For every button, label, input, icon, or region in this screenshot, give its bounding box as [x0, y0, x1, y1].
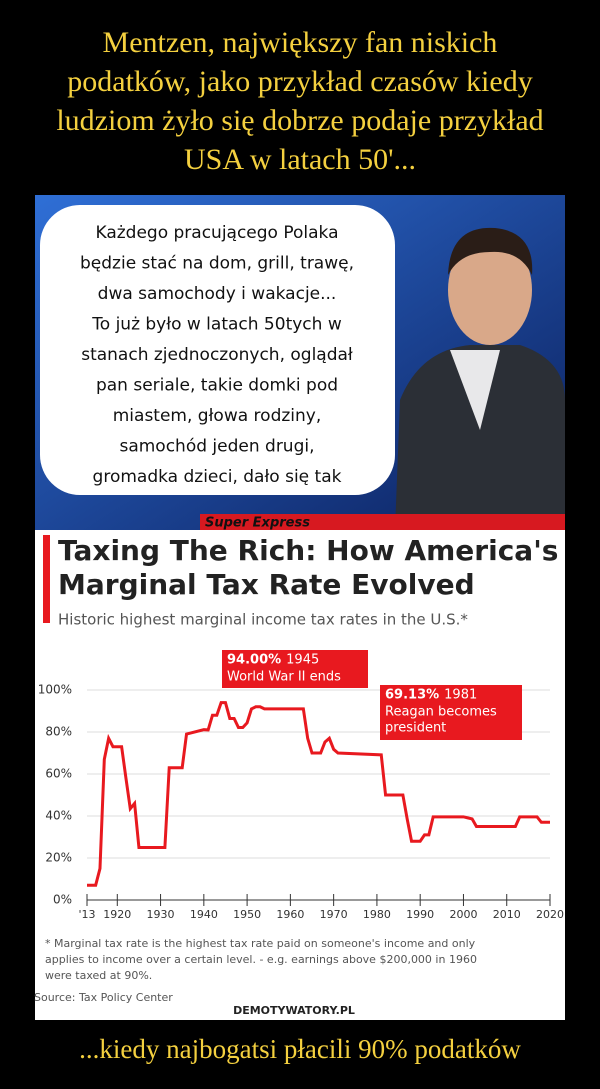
header-line: podatków, jako przykład czasów kiedy [67, 65, 532, 98]
header-line: Mentzen, największy fan niskich [103, 26, 498, 59]
x-tick-label: 1930 [147, 908, 175, 921]
quote-line: stanach zjednoczonych, oglądał [81, 345, 353, 365]
annotation-value: 69.13% [385, 688, 439, 703]
annotation-year: 1945 [286, 653, 319, 668]
annotation-year: 1981 [444, 688, 477, 703]
chart-title: Taxing The Rich: How America's [58, 534, 558, 567]
source: Source: Tax Policy Center [34, 991, 173, 1004]
y-tick-label: 60% [45, 767, 72, 781]
quote-line: pan seriale, takie domki pod [96, 376, 338, 396]
watermark-box [229, 1002, 359, 1020]
x-tick-label: 1970 [320, 908, 348, 921]
logo: Super Express [205, 516, 310, 531]
quote-line: samochód jeden drugi, [119, 437, 314, 457]
header-line: USA w latach 50'... [184, 143, 416, 176]
quote-line: będzie stać na dom, grill, trawę, [80, 254, 354, 274]
line [87, 701, 550, 887]
caption: ...kiedy najbogatsi płacili 90% podatków [79, 1034, 521, 1064]
annotation-box [222, 650, 368, 688]
head [448, 235, 532, 345]
hair [448, 227, 533, 275]
speech-bubble [40, 205, 395, 495]
watermark: DEMOTYWATORY.PL [233, 1004, 355, 1017]
title-accent [43, 535, 50, 623]
chart-title: Marginal Tax Rate Evolved [58, 568, 475, 601]
x-tick-label: 2000 [449, 908, 477, 921]
logo-bar [200, 514, 565, 530]
footnote: * Marginal tax rate is the highest tax r… [45, 937, 476, 950]
x-tick-label: 1940 [190, 908, 218, 921]
x-tick-label: 1980 [363, 908, 391, 921]
x-tick-label: 2010 [493, 908, 521, 921]
x-tick-label: 1960 [276, 908, 304, 921]
suit [395, 345, 565, 530]
footnote: were taxed at 90%. [45, 969, 152, 982]
x-tick-label: 1920 [103, 908, 131, 921]
quote-line: dwa samochody i wakacje... [98, 284, 337, 304]
chart-panel [35, 530, 565, 1020]
x-tick-label: '13 [78, 908, 95, 921]
quote-line: miastem, głowa rodziny, [113, 406, 322, 426]
x-tick-label: 1990 [406, 908, 434, 921]
shirt [450, 350, 500, 430]
quote-line: Każdego pracującego Polaka [95, 223, 338, 243]
annotation-text: World War II ends [227, 670, 341, 685]
y-tick-label: 0% [53, 893, 72, 907]
annotation-text: president [385, 721, 446, 736]
x-tick-label: 1950 [233, 908, 261, 921]
y-tick-label: 20% [45, 851, 72, 865]
x-tick-label: 2020 [536, 908, 564, 921]
y-tick-label: 40% [45, 809, 72, 823]
footnote: applies to income over a certain level. … [45, 953, 477, 966]
annotation-text: Reagan becomes [385, 705, 497, 720]
header-line: ludziom żyło się dobrze podaje przykład [56, 104, 543, 137]
y-tick-label: 100% [38, 683, 72, 697]
chart-subtitle: Historic highest marginal income tax rat… [58, 611, 468, 629]
y-tick-label: 80% [45, 725, 72, 739]
quote-line: gromadka dzieci, dało się tak [93, 467, 342, 487]
annotation-box [380, 685, 522, 740]
quote-line: To już było w latach 50tych w [91, 315, 342, 335]
annotation-value: 94.00% [227, 653, 281, 668]
